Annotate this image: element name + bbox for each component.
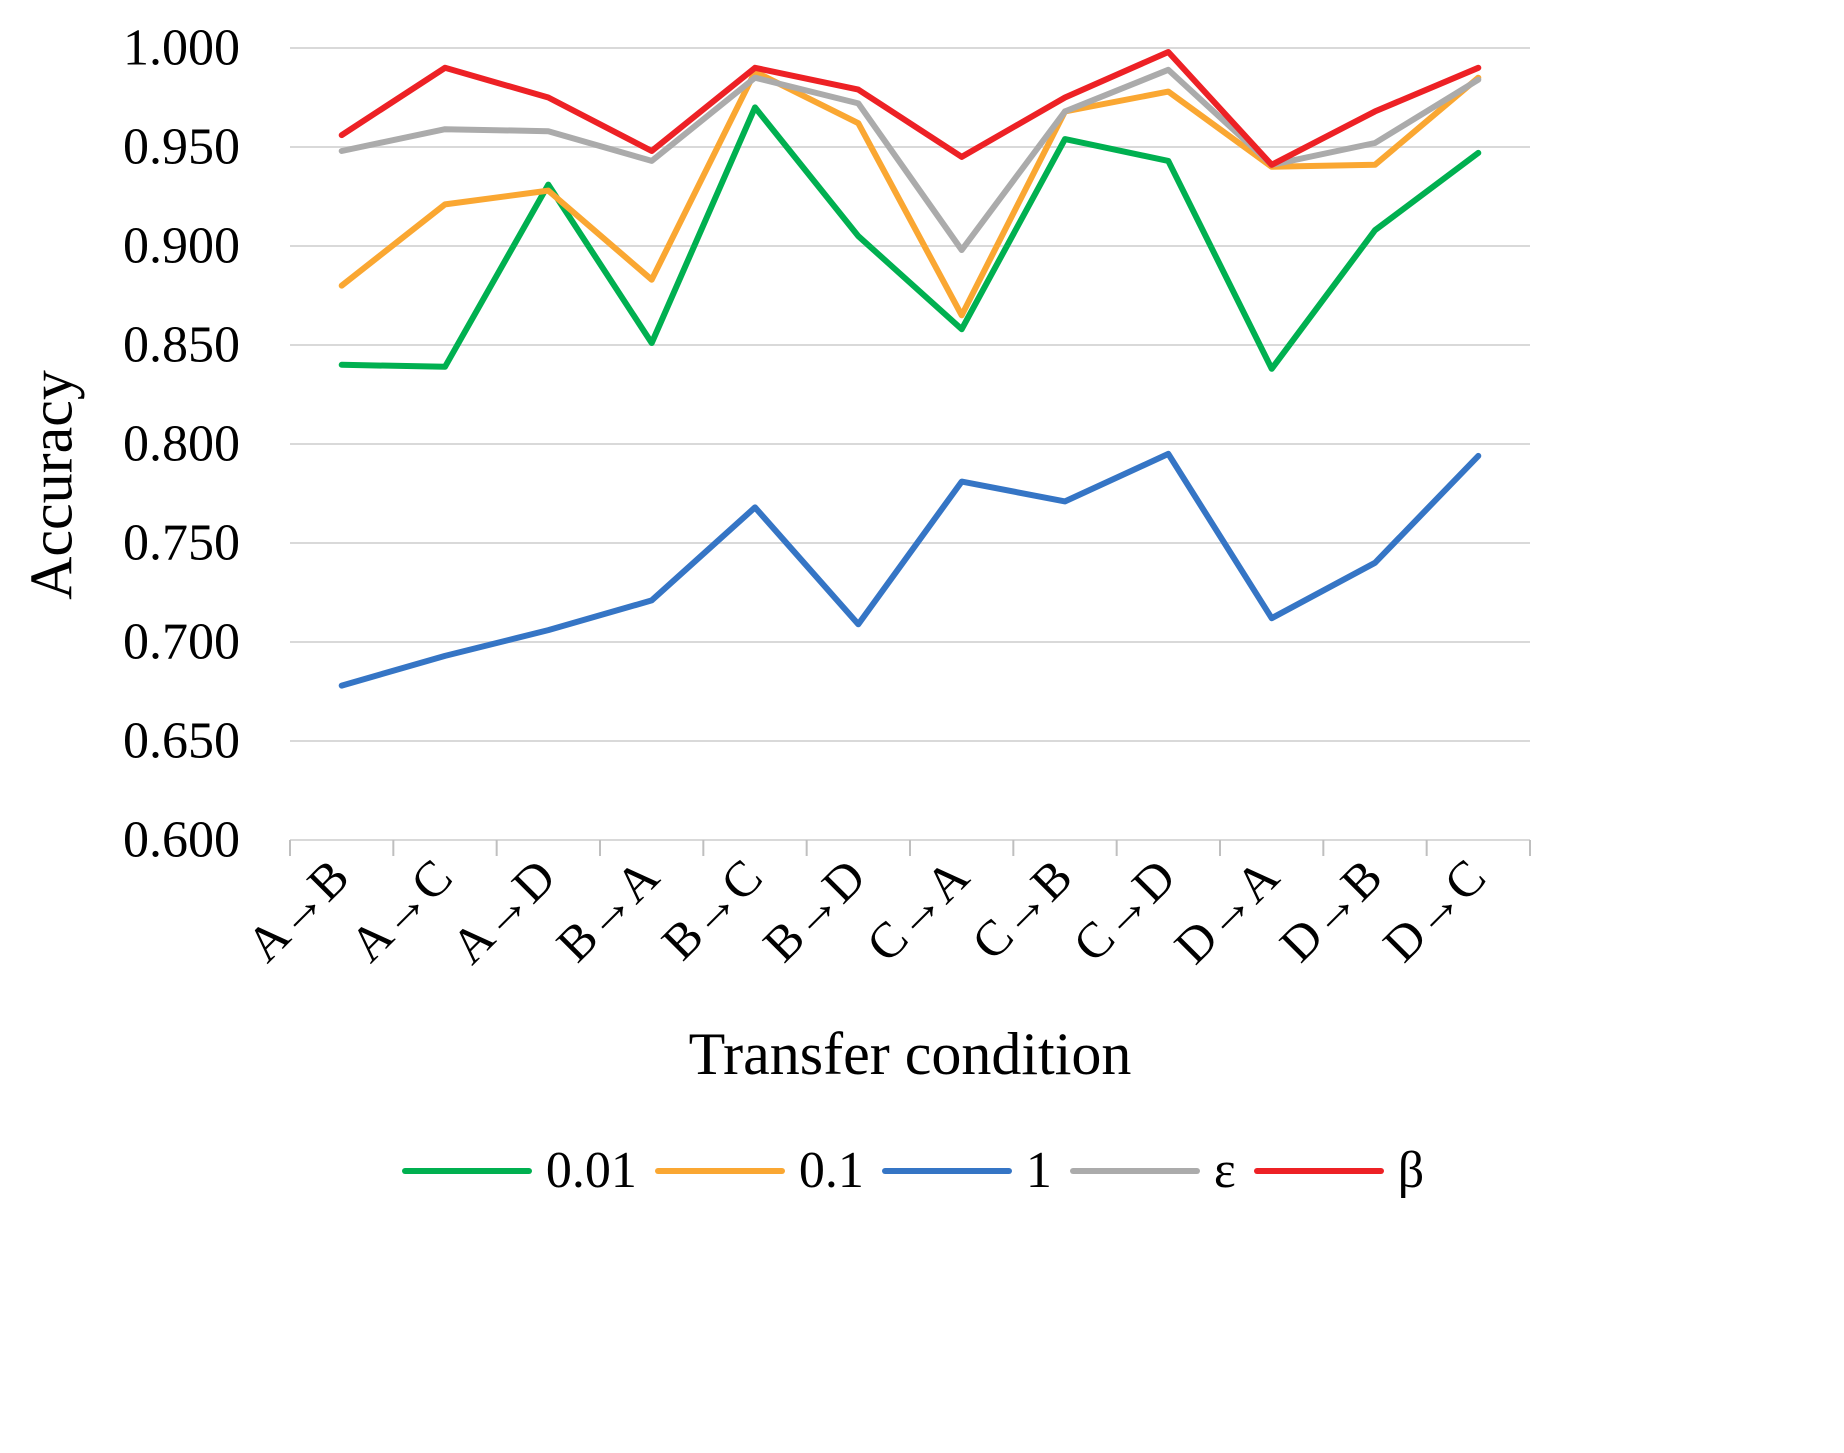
x-category-label: A→B <box>235 848 359 972</box>
x-category-label: D→B <box>1269 848 1393 972</box>
x-axis-title: Transfer condition <box>688 1021 1132 1087</box>
legend-label: 0.01 <box>545 1142 637 1199</box>
series-line-1 <box>338 450 1482 689</box>
y-tick-label: 1.000 <box>123 20 240 77</box>
x-category-label: B→A <box>545 848 669 972</box>
legend-label: β <box>1397 1142 1425 1199</box>
y-tick-label: 0.750 <box>123 515 240 572</box>
legend-item-0.01: 0.01 <box>401 1142 655 1199</box>
y-tick-label: 0.950 <box>123 119 240 176</box>
y-tick-label: 0.700 <box>123 614 240 671</box>
series-line-ε <box>338 66 1482 253</box>
y-tick-label: 0.650 <box>123 713 240 770</box>
legend-item-ε: ε <box>1069 1142 1254 1199</box>
legend-label: ε <box>1213 1142 1236 1199</box>
y-tick-label: 0.850 <box>123 317 240 374</box>
x-category-label: A→D <box>440 848 566 974</box>
legend-item-1: 1 <box>881 1142 1070 1199</box>
x-category-label: C→B <box>961 848 1083 970</box>
x-category-label: B→D <box>752 848 876 972</box>
series-line-0.01 <box>338 104 1482 372</box>
x-category-label: D→C <box>1372 848 1496 972</box>
legend-swatch-1 <box>881 1168 1012 1174</box>
series-line-0.1 <box>338 68 1482 319</box>
x-category-label: A→C <box>339 848 463 972</box>
chart-legend: 0.01 0.1 1 ε β <box>0 1145 1844 1197</box>
legend-swatch-ε <box>1069 1168 1200 1174</box>
y-tick-label: 0.900 <box>123 218 240 275</box>
series-line-β <box>338 49 1482 168</box>
x-category-label: C→D <box>1062 848 1186 972</box>
y-axis-title: Accuracy <box>18 370 85 600</box>
legend-item-β: β <box>1253 1142 1442 1199</box>
x-category-label: D→A <box>1163 848 1289 974</box>
legend-swatch-β <box>1253 1168 1384 1174</box>
x-category-label: B→C <box>651 848 773 970</box>
y-tick-label: 0.600 <box>123 812 240 869</box>
legend-swatch-0.1 <box>654 1168 785 1174</box>
legend-item-0.1: 0.1 <box>654 1142 882 1199</box>
legend-label: 1 <box>1025 1142 1052 1199</box>
y-tick-label: 0.800 <box>123 416 240 473</box>
legend-label: 0.1 <box>798 1142 864 1199</box>
x-category-label: C→A <box>855 848 979 972</box>
legend-swatch-0.01 <box>401 1168 532 1174</box>
